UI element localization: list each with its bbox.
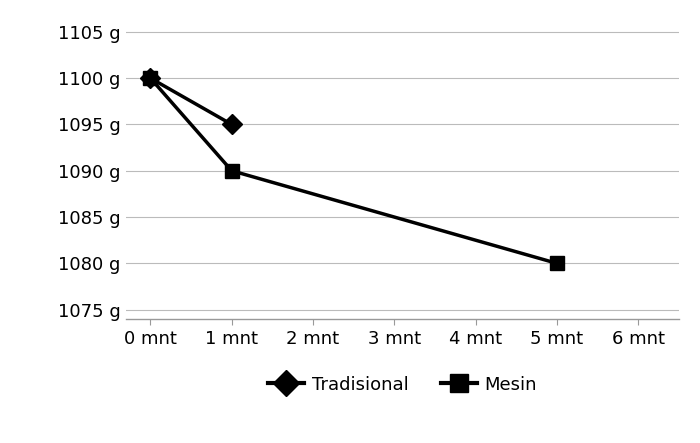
Mesin xyxy=(228,168,236,173)
Mesin xyxy=(553,261,561,266)
Mesin xyxy=(146,75,155,81)
Legend: Tradisional, Mesin: Tradisional, Mesin xyxy=(261,368,544,402)
Tradisional xyxy=(228,122,236,127)
Tradisional xyxy=(146,75,155,81)
Line: Mesin: Mesin xyxy=(144,71,564,270)
Line: Tradisional: Tradisional xyxy=(144,71,239,132)
